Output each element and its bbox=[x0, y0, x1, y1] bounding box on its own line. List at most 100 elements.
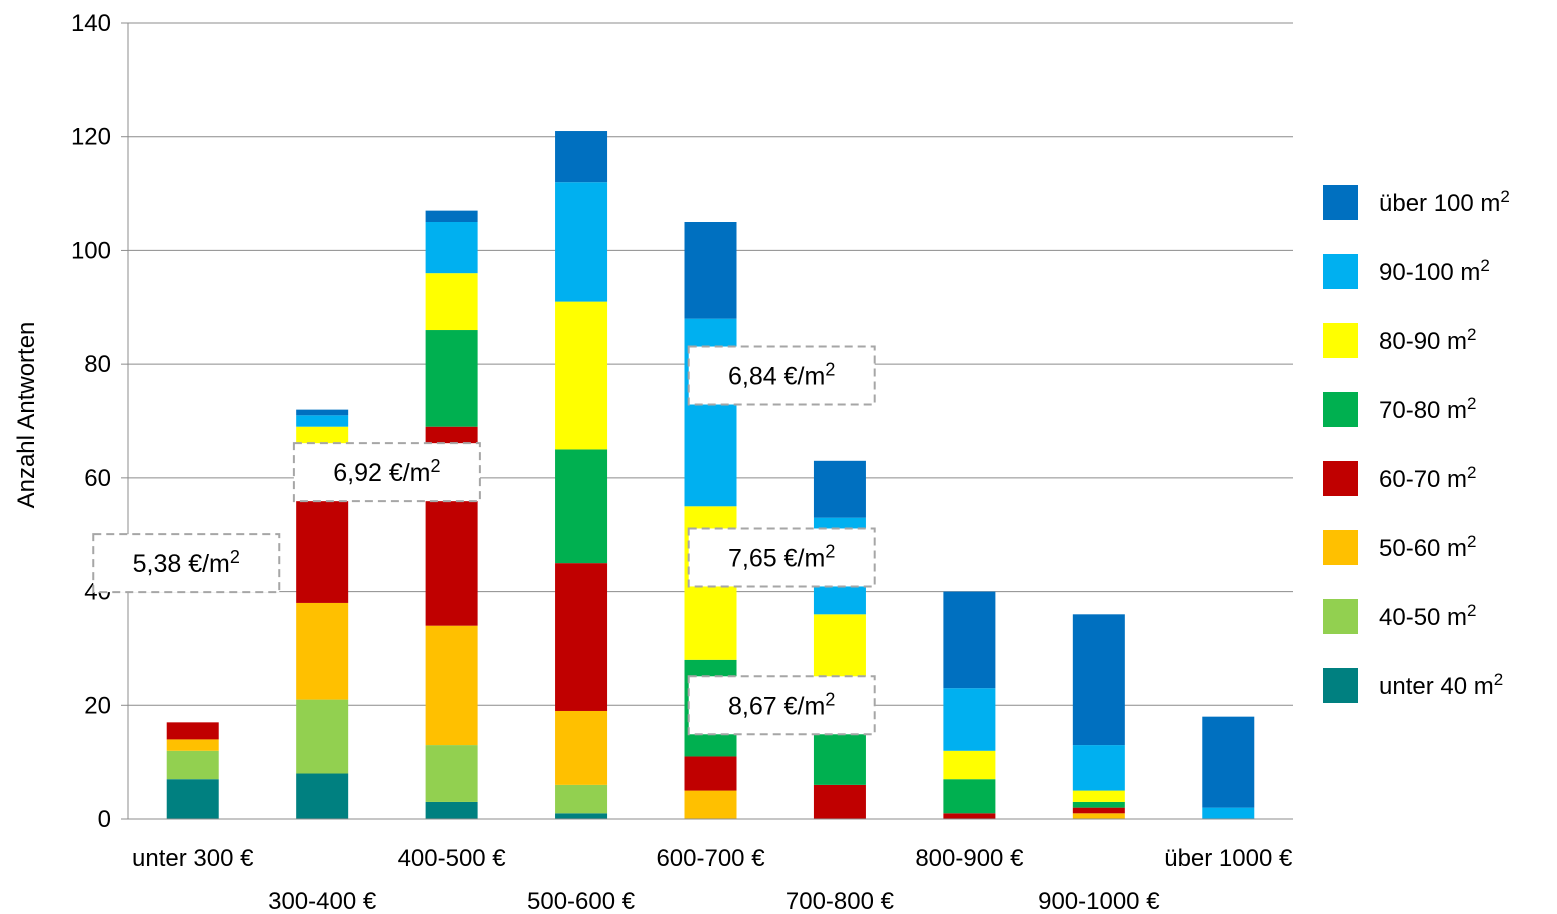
bar-segment bbox=[296, 415, 349, 427]
bar-segment bbox=[943, 750, 996, 780]
annotation-box bbox=[687, 675, 876, 736]
annotation-label: 8,67 €/m2 bbox=[728, 689, 835, 720]
legend-swatch bbox=[1323, 668, 1358, 703]
legend-label: 70-80 m2 bbox=[1379, 394, 1477, 424]
bar-segment bbox=[1072, 614, 1125, 746]
bar-segment bbox=[943, 688, 996, 751]
y-tick-label: 80 bbox=[84, 351, 111, 378]
bar-segment bbox=[296, 409, 349, 416]
annotation-label: 7,65 €/m2 bbox=[728, 541, 835, 572]
bar-segment bbox=[1072, 745, 1125, 791]
legend: über 100 m2 90-100 m2 80-90 m2 70-80 m2 60-7… bbox=[1323, 185, 1510, 703]
legend-swatch bbox=[1323, 323, 1358, 358]
legend-swatch bbox=[1323, 254, 1358, 289]
x-tick-label: 800-900 € bbox=[915, 845, 1024, 872]
legend-swatch bbox=[1323, 599, 1358, 634]
bar-segment bbox=[1072, 807, 1125, 814]
x-tick-label: über 1000 € bbox=[1164, 845, 1293, 872]
bar-segment bbox=[425, 745, 478, 802]
y-tick-label: 140 bbox=[71, 10, 111, 37]
legend-swatch bbox=[1323, 461, 1358, 496]
bar-segment bbox=[296, 773, 349, 819]
annotation-label: 6,84 €/m2 bbox=[728, 360, 835, 391]
bar-segment bbox=[555, 710, 608, 785]
legend-label: unter 40 m2 bbox=[1379, 670, 1503, 700]
x-tick-label: 900-1000 € bbox=[1038, 888, 1160, 914]
x-tick-label: unter 300 € bbox=[132, 845, 254, 872]
bar-segment bbox=[425, 330, 478, 427]
bar-segment bbox=[1202, 716, 1255, 808]
legend-swatch bbox=[1323, 530, 1358, 565]
bar-segment bbox=[684, 756, 737, 791]
legend-item: über 100 m2 bbox=[1323, 185, 1510, 220]
bar-segment bbox=[296, 494, 349, 603]
bar-segment bbox=[296, 699, 349, 774]
legend-item: 40-50 m2 bbox=[1323, 599, 1477, 634]
bar-segment bbox=[813, 460, 866, 518]
annotations: 5,38 €/m2 6,92 €/m2 6,84 €/m2 7,65 €/m2 8,67… bbox=[92, 345, 876, 736]
annotation-box bbox=[687, 345, 876, 406]
bar-segment bbox=[166, 722, 219, 740]
x-tick-label: 700-800 € bbox=[786, 888, 895, 914]
legend-label: über 100 m2 bbox=[1379, 187, 1510, 217]
x-tick-labels: unter 300 € 300-400 € 400-500 € 500-600 € 60… bbox=[132, 845, 1293, 914]
legend-label: 90-100 m2 bbox=[1379, 256, 1490, 286]
legend-label: 80-90 m2 bbox=[1379, 325, 1477, 355]
legend-item: 90-100 m2 bbox=[1323, 254, 1490, 289]
bar-segment bbox=[166, 750, 219, 780]
y-tick-label: 100 bbox=[71, 237, 111, 264]
x-tick-label: 400-500 € bbox=[398, 845, 507, 872]
bar-segment bbox=[425, 625, 478, 746]
annotation: 5,38 €/m2 bbox=[92, 533, 281, 594]
bar-segment bbox=[1202, 807, 1255, 819]
legend-label: 60-70 m2 bbox=[1379, 463, 1477, 493]
annotation: 6,84 €/m2 bbox=[687, 345, 876, 406]
bar-segment bbox=[555, 784, 608, 814]
bar-segment bbox=[166, 779, 219, 819]
legend-label: 40-50 m2 bbox=[1379, 601, 1477, 631]
bar-segment bbox=[555, 301, 608, 450]
bar-segment bbox=[166, 739, 219, 751]
y-tick-label: 60 bbox=[84, 465, 111, 492]
legend-item: 80-90 m2 bbox=[1323, 323, 1477, 358]
y-tick-label: 120 bbox=[71, 124, 111, 151]
bar-segment bbox=[555, 813, 608, 819]
annotation-label: 5,38 €/m2 bbox=[133, 547, 240, 578]
bar-segment bbox=[425, 210, 478, 222]
axes bbox=[127, 23, 1293, 820]
annotation: 7,65 €/m2 bbox=[687, 527, 876, 588]
bar-segment bbox=[813, 784, 866, 819]
y-tick-label: 20 bbox=[84, 692, 111, 719]
bar-segment bbox=[943, 779, 996, 814]
annotation-box bbox=[687, 527, 876, 588]
y-tick-label: 0 bbox=[98, 806, 111, 833]
annotation: 8,67 €/m2 bbox=[687, 675, 876, 736]
annotation: 6,92 €/m2 bbox=[292, 442, 481, 503]
bar-segment bbox=[555, 449, 608, 564]
bar-segment bbox=[425, 273, 478, 331]
bar-segment bbox=[684, 790, 737, 819]
legend-item: 50-60 m2 bbox=[1323, 530, 1477, 565]
y-tick-labels: 020406080100120140 bbox=[71, 10, 111, 833]
bar-segment bbox=[684, 222, 737, 319]
bar-segment bbox=[1072, 790, 1125, 802]
bar-segment bbox=[943, 813, 996, 819]
bar-segment bbox=[555, 131, 608, 183]
legend-item: 70-80 m2 bbox=[1323, 392, 1477, 427]
bar-segment bbox=[555, 182, 608, 302]
x-tick-label: 500-600 € bbox=[527, 888, 636, 914]
legend-swatch bbox=[1323, 392, 1358, 427]
legend-item: 60-70 m2 bbox=[1323, 461, 1477, 496]
x-tick-label: 600-700 € bbox=[656, 845, 765, 872]
annotation-label: 6,92 €/m2 bbox=[333, 456, 440, 487]
y-axis-label: Anzahl Antworten bbox=[13, 322, 40, 509]
x-tick-label: 300-400 € bbox=[268, 888, 377, 914]
bar-segment bbox=[1072, 813, 1125, 819]
annotation-box bbox=[292, 442, 481, 503]
bar-segment bbox=[296, 602, 349, 700]
annotation-box bbox=[92, 533, 281, 594]
bar-segment bbox=[425, 801, 478, 819]
legend-swatch bbox=[1323, 185, 1358, 220]
legend-label: 50-60 m2 bbox=[1379, 532, 1477, 562]
